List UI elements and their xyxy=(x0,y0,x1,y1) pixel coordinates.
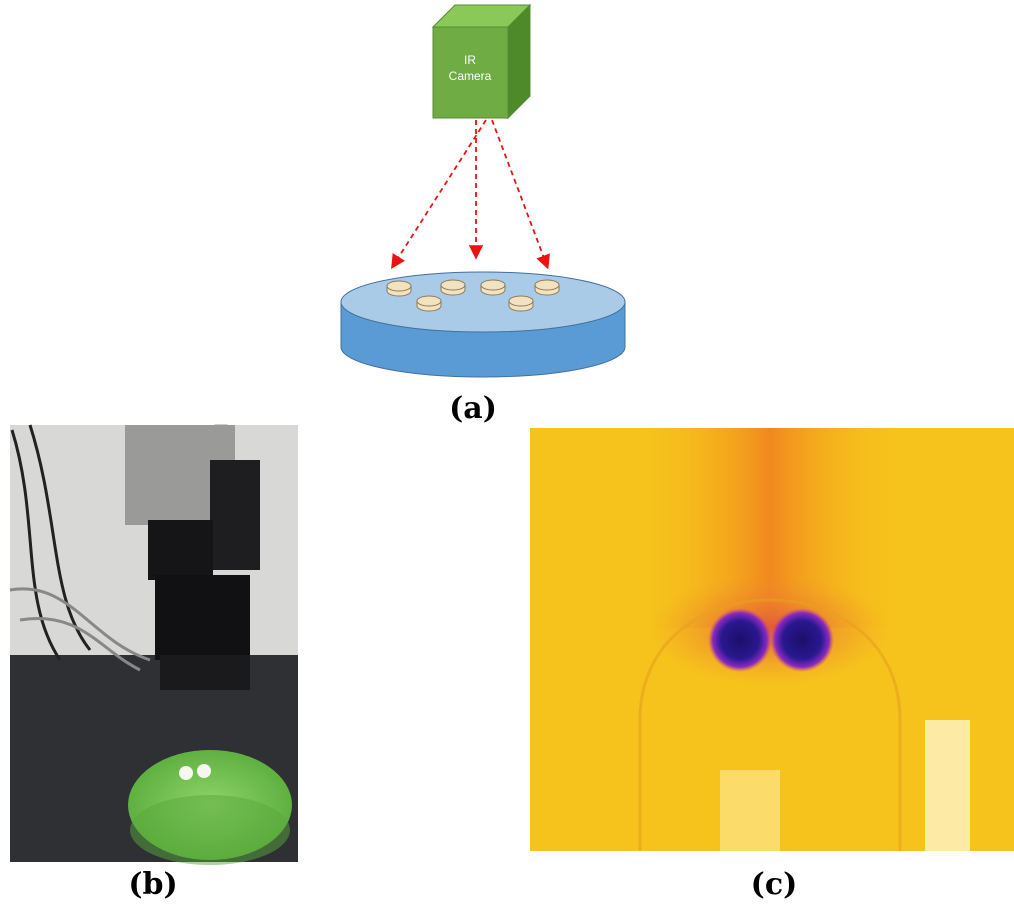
ir-camera: IR Camera xyxy=(433,5,530,118)
sample xyxy=(481,280,505,290)
lens xyxy=(148,520,213,580)
camera-label: Camera xyxy=(449,69,492,83)
setup-photo xyxy=(10,425,298,865)
caption: (b) xyxy=(128,867,177,902)
stand-base xyxy=(160,655,250,690)
sample xyxy=(535,280,559,290)
sample xyxy=(387,281,411,291)
figure: IR Camera (a) ( xyxy=(0,0,1014,905)
lens-housing xyxy=(155,575,250,660)
reflection xyxy=(925,720,970,851)
sample-stage xyxy=(341,272,625,377)
camera-mount xyxy=(210,460,260,570)
dish-rim xyxy=(130,795,290,865)
cold-sample xyxy=(770,608,834,672)
thermal-image xyxy=(530,428,1014,851)
stage-top xyxy=(341,272,625,332)
camera-label: IR xyxy=(464,53,476,67)
ray xyxy=(492,120,547,266)
caption: (c) xyxy=(751,867,798,902)
ir-rays xyxy=(393,120,547,266)
sample xyxy=(197,764,211,778)
sample xyxy=(441,280,465,290)
caption: (a) xyxy=(449,391,497,426)
sample xyxy=(417,296,441,306)
reflection xyxy=(720,770,780,851)
page: {"diagram": {"camera_label_lines": ["IR"… xyxy=(0,0,1014,905)
cold-sample xyxy=(708,608,772,672)
sample xyxy=(179,766,193,780)
ray xyxy=(393,120,486,266)
sample xyxy=(509,296,533,306)
